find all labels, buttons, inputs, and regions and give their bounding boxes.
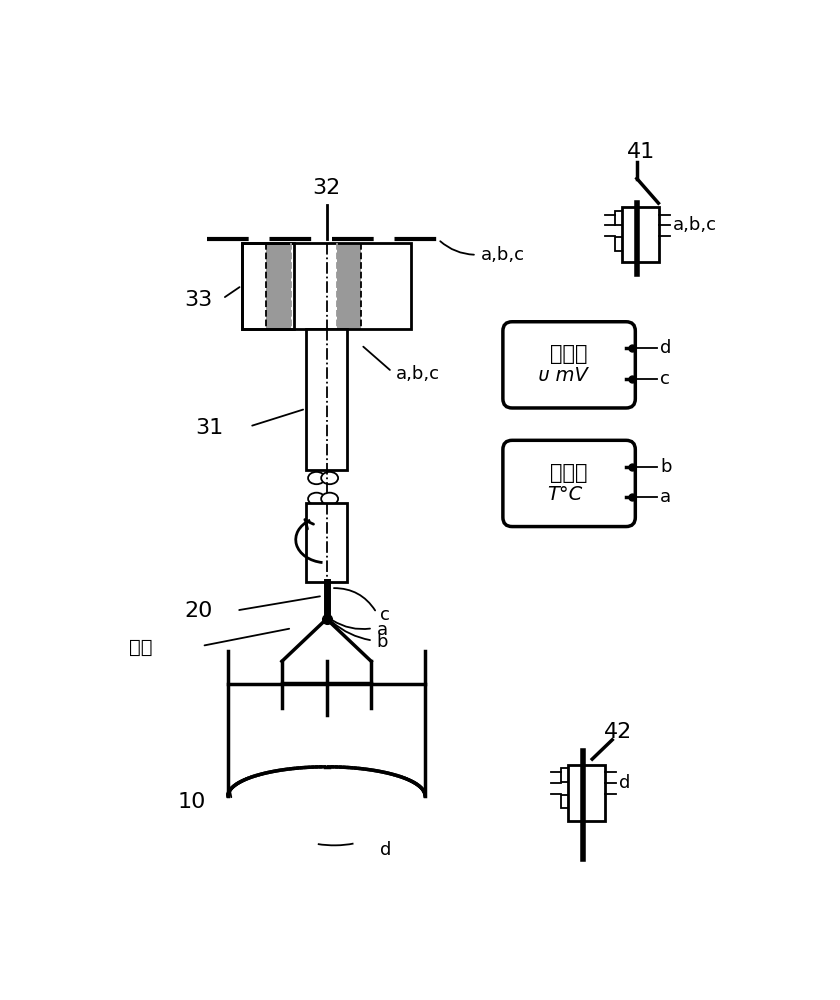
Text: 电压计: 电压计 — [550, 344, 588, 364]
Text: a: a — [376, 621, 388, 639]
Bar — [615, 237, 622, 251]
Text: b: b — [376, 633, 388, 651]
Text: c: c — [660, 370, 669, 388]
Text: 32: 32 — [312, 178, 341, 198]
Text: 温度表: 温度表 — [550, 463, 588, 483]
Ellipse shape — [321, 472, 339, 484]
Text: 33: 33 — [184, 290, 213, 310]
Bar — [242, 243, 294, 329]
Bar — [242, 243, 412, 329]
Bar — [266, 243, 291, 329]
Bar — [306, 329, 348, 470]
Text: d: d — [381, 841, 391, 859]
Ellipse shape — [321, 493, 339, 505]
Bar — [615, 211, 622, 225]
Ellipse shape — [308, 493, 325, 505]
Text: T°C: T°C — [548, 485, 583, 504]
Text: 42: 42 — [603, 722, 632, 742]
Bar — [622, 207, 659, 262]
Bar — [560, 768, 569, 782]
Ellipse shape — [308, 472, 325, 484]
Bar — [337, 243, 361, 329]
Text: 31: 31 — [196, 418, 224, 438]
Bar — [306, 503, 348, 582]
Text: d: d — [619, 774, 631, 792]
Text: c: c — [381, 606, 391, 624]
Text: 20: 20 — [184, 601, 213, 621]
Text: a,b,c: a,b,c — [396, 365, 440, 383]
Bar — [242, 243, 412, 329]
Text: d: d — [660, 339, 671, 357]
Text: 41: 41 — [627, 142, 655, 162]
FancyBboxPatch shape — [503, 322, 635, 408]
Bar — [560, 795, 569, 808]
Text: a: a — [660, 488, 671, 506]
Text: a,b,c: a,b,c — [673, 216, 717, 234]
Text: 10: 10 — [178, 792, 207, 812]
Text: ᴜ mV: ᴜ mV — [538, 366, 588, 385]
FancyBboxPatch shape — [503, 440, 635, 527]
Text: a,b,c: a,b,c — [480, 246, 524, 264]
Text: 籽晶: 籽晶 — [129, 638, 152, 657]
Bar — [569, 765, 606, 821]
Text: b: b — [660, 458, 671, 476]
